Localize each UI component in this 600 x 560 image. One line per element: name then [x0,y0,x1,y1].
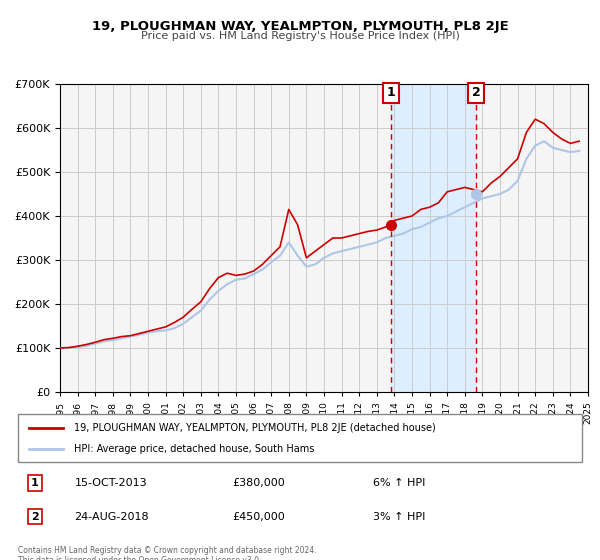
FancyBboxPatch shape [18,414,582,462]
Text: 24-AUG-2018: 24-AUG-2018 [74,512,149,521]
Text: 19, PLOUGHMAN WAY, YEALMPTON, PLYMOUTH, PL8 2JE: 19, PLOUGHMAN WAY, YEALMPTON, PLYMOUTH, … [92,20,508,32]
Text: 2: 2 [31,512,39,521]
Text: HPI: Average price, detached house, South Hams: HPI: Average price, detached house, Sout… [74,444,315,454]
Text: Price paid vs. HM Land Registry's House Price Index (HPI): Price paid vs. HM Land Registry's House … [140,31,460,41]
Text: Contains HM Land Registry data © Crown copyright and database right 2024.
This d: Contains HM Land Registry data © Crown c… [18,546,317,560]
Text: £450,000: £450,000 [232,512,285,521]
Text: 2: 2 [472,86,481,99]
Text: 1: 1 [31,478,39,488]
Bar [391,84,476,392]
Text: £380,000: £380,000 [232,478,285,488]
Text: 15-OCT-2013: 15-OCT-2013 [74,478,147,488]
Text: 3% ↑ HPI: 3% ↑ HPI [373,512,425,521]
Text: 19, PLOUGHMAN WAY, YEALMPTON, PLYMOUTH, PL8 2JE (detached house): 19, PLOUGHMAN WAY, YEALMPTON, PLYMOUTH, … [74,423,436,433]
Text: 1: 1 [386,86,395,99]
Text: 6% ↑ HPI: 6% ↑ HPI [373,478,425,488]
